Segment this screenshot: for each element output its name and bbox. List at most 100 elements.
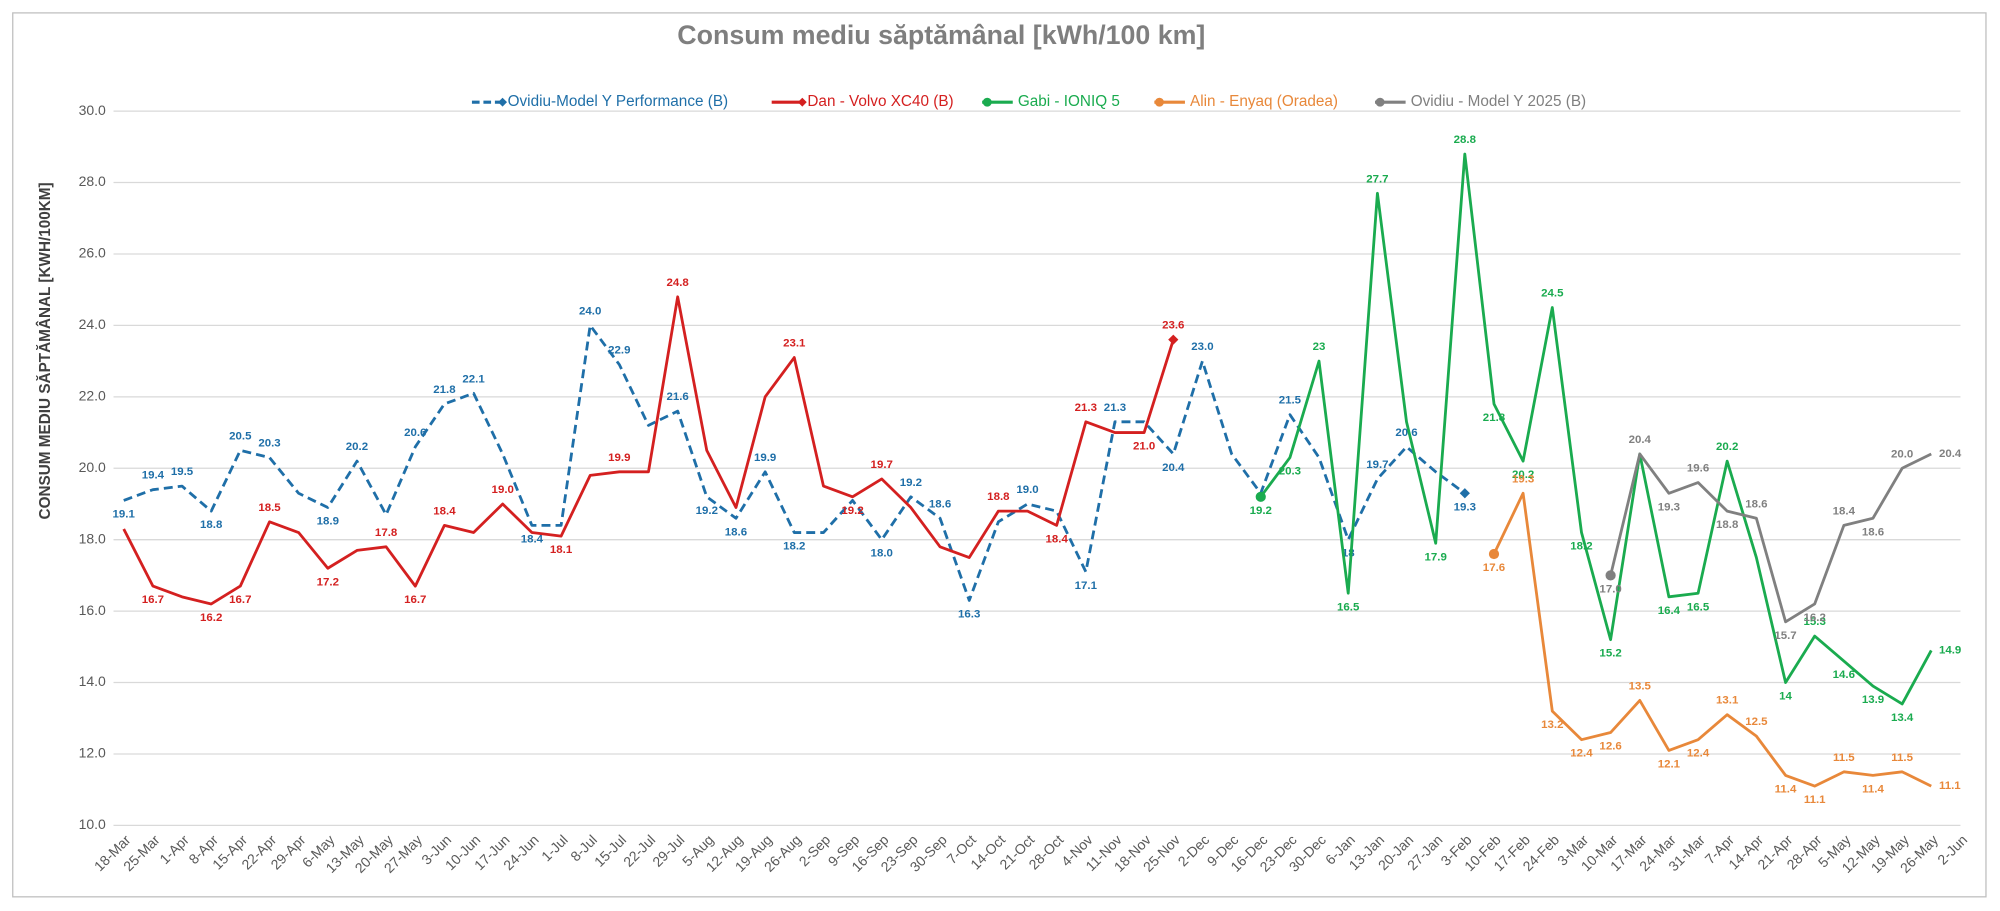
series-marker xyxy=(1488,548,1500,560)
data-label: 11.5 xyxy=(1891,752,1913,764)
data-label: 20.4 xyxy=(1629,434,1652,446)
data-label: 17.6 xyxy=(1483,562,1505,574)
data-label: 16.7 xyxy=(229,594,251,606)
legend-label: Alin - Enyaq (Oradea) xyxy=(1190,93,1338,110)
y-tick-label: 18.0 xyxy=(79,530,106,546)
data-label: 13.1 xyxy=(1716,695,1739,707)
y-tick-label: 28.0 xyxy=(79,173,106,189)
data-label: 21.5 xyxy=(1279,395,1302,407)
data-label: 24.8 xyxy=(666,277,689,289)
data-label: 16.7 xyxy=(404,594,426,606)
series-line xyxy=(1492,491,1932,788)
chart-title: Consum mediu săptămânal [kWh/100 km] xyxy=(677,20,1205,50)
data-label: 18.5 xyxy=(258,502,281,514)
y-tick-label: 20.0 xyxy=(79,459,106,475)
data-label: 20.4 xyxy=(1939,448,1962,460)
data-label: 19.0 xyxy=(1016,484,1038,496)
data-label: 19.7 xyxy=(871,459,893,471)
data-label: 28.8 xyxy=(1454,134,1477,146)
data-label: 15.3 xyxy=(1804,616,1826,628)
data-label: 27.7 xyxy=(1366,173,1388,185)
data-label: 20.3 xyxy=(258,438,280,450)
data-label: 16.2 xyxy=(200,612,222,624)
data-label: 18.6 xyxy=(725,526,747,538)
legend-label: Dan - Volvo XC40 (B) xyxy=(807,93,953,110)
data-label: 22.9 xyxy=(608,345,630,357)
data-label: 18.2 xyxy=(1570,541,1592,553)
data-label: 16.5 xyxy=(1687,601,1710,613)
data-label: 16.3 xyxy=(958,608,980,620)
data-label: 18.6 xyxy=(1862,526,1884,538)
data-label: 23.6 xyxy=(1162,320,1184,332)
data-label: 12.6 xyxy=(1599,741,1621,753)
data-label: 19.3 xyxy=(1454,501,1476,513)
data-label: 18.8 xyxy=(200,519,223,531)
data-label: 11.4 xyxy=(1862,783,1884,795)
data-label: 23.1 xyxy=(783,338,806,350)
data-label: 20.0 xyxy=(1891,448,1913,460)
data-label: 14 xyxy=(1779,691,1792,703)
series-marker xyxy=(1605,570,1616,581)
data-label: 14.6 xyxy=(1833,669,1855,681)
data-label: 19.2 xyxy=(841,505,863,517)
chart-frame xyxy=(12,12,1987,898)
data-label: 19.0 xyxy=(492,484,514,496)
data-label: 11.1 xyxy=(1939,780,1961,792)
data-label: 20.2 xyxy=(1716,441,1738,453)
data-label: 19.4 xyxy=(142,470,165,482)
data-label: 18.4 xyxy=(1833,505,1856,517)
data-label: 20.3 xyxy=(1279,466,1301,478)
data-label: 12.5 xyxy=(1745,716,1768,728)
series-line xyxy=(1609,452,1932,624)
data-label: 19.7 xyxy=(1366,459,1388,471)
data-label: 19.1 xyxy=(113,508,136,520)
data-label: 17.1 xyxy=(1075,580,1098,592)
data-label: 19.3 xyxy=(1658,501,1680,513)
y-tick-label: 10.0 xyxy=(79,816,106,832)
data-label: 19.6 xyxy=(1687,463,1709,475)
data-label: 18.4 xyxy=(433,505,456,517)
data-label: 17.9 xyxy=(1425,551,1447,563)
data-label: 20.4 xyxy=(1162,462,1185,474)
data-label: 21.3 xyxy=(1075,402,1097,414)
data-label: 21.6 xyxy=(666,391,688,403)
data-label: 12.4 xyxy=(1570,748,1593,760)
data-label: 20.2 xyxy=(1512,469,1534,481)
data-label: 18.6 xyxy=(1745,498,1767,510)
y-tick-label: 22.0 xyxy=(79,388,106,404)
data-label: 13.4 xyxy=(1891,712,1914,724)
series-line xyxy=(122,295,1175,606)
legend-label: Ovidiu-Model Y Performance (B) xyxy=(508,93,728,110)
y-tick-label: 16.0 xyxy=(79,602,106,618)
data-label: 19.2 xyxy=(1250,505,1272,517)
data-label: 21.8 xyxy=(1483,412,1506,424)
data-label: 13.5 xyxy=(1629,680,1652,692)
data-label: 18.4 xyxy=(521,533,544,545)
data-label: 11.1 xyxy=(1804,794,1826,806)
data-label: 24.0 xyxy=(579,305,601,317)
legend-label: Ovidiu - Model Y 2025 (B) xyxy=(1411,93,1586,110)
data-label: 16.4 xyxy=(1658,605,1681,617)
data-label: 18.0 xyxy=(871,548,893,560)
legend-marker xyxy=(498,97,508,107)
data-label: 13.9 xyxy=(1862,694,1884,706)
data-label: 18.8 xyxy=(1716,519,1739,531)
data-label: 24.5 xyxy=(1541,288,1564,300)
data-label: 22.1 xyxy=(462,373,485,385)
data-label: 20.2 xyxy=(346,441,368,453)
data-label: 11.4 xyxy=(1775,783,1797,795)
series-line xyxy=(123,323,1466,602)
data-label: 18.9 xyxy=(317,516,339,528)
data-label: 12.4 xyxy=(1687,748,1710,760)
series-marker xyxy=(1168,334,1179,345)
data-label: 23 xyxy=(1313,341,1326,353)
data-label: 18.1 xyxy=(550,544,573,556)
y-tick-label: 14.0 xyxy=(79,673,106,689)
data-label: 17.8 xyxy=(375,527,398,539)
data-label: 11.5 xyxy=(1833,752,1855,764)
data-label: 20.6 xyxy=(404,427,426,439)
data-label: 18.8 xyxy=(987,491,1010,503)
data-label: 19.9 xyxy=(754,452,776,464)
y-tick-label: 12.0 xyxy=(79,745,106,761)
data-label: 16.5 xyxy=(1337,601,1360,613)
